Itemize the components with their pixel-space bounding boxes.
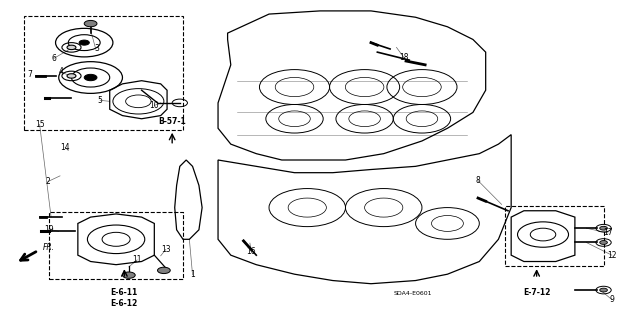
Text: SDA4-E0601: SDA4-E0601 [393,292,431,296]
Text: 9: 9 [609,295,614,304]
Text: 10: 10 [150,101,159,110]
Text: B-57-1: B-57-1 [158,117,186,126]
Text: 16: 16 [246,247,256,256]
Text: 6: 6 [51,54,56,63]
Circle shape [67,45,76,50]
Text: 4: 4 [58,67,63,76]
Text: 1: 1 [190,270,195,279]
Text: FR.: FR. [43,243,55,252]
Text: 18: 18 [399,53,409,62]
Text: 8: 8 [476,176,481,185]
Circle shape [600,288,607,292]
Circle shape [600,226,607,230]
Text: 14: 14 [60,143,70,152]
Circle shape [157,267,170,274]
Circle shape [122,272,135,278]
Text: 11: 11 [132,255,142,264]
Text: 2: 2 [45,177,51,186]
Text: 19: 19 [44,225,53,234]
Text: 13: 13 [161,245,171,254]
Text: E-6-12: E-6-12 [111,299,138,308]
Text: 3: 3 [95,44,99,53]
Circle shape [67,74,76,78]
Text: 15: 15 [35,120,44,129]
Circle shape [600,241,607,244]
Text: 12: 12 [607,251,616,260]
Circle shape [79,40,90,45]
Text: E-7-12: E-7-12 [523,288,550,298]
Text: 5: 5 [98,96,102,105]
Text: 17: 17 [604,228,613,237]
Circle shape [84,20,97,27]
Text: 7: 7 [27,70,32,79]
Circle shape [84,74,97,81]
Text: E-6-11: E-6-11 [111,288,138,298]
